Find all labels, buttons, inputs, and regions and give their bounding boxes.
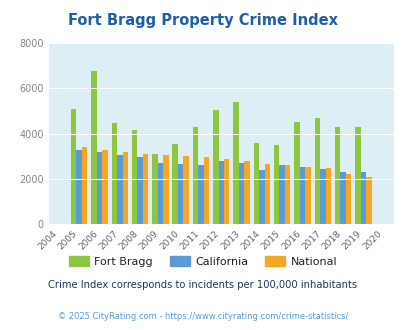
Bar	[345, 175, 350, 224]
Bar	[273, 145, 279, 224]
Bar	[253, 143, 258, 224]
Bar	[122, 152, 128, 224]
Bar	[111, 123, 117, 224]
Bar	[213, 110, 218, 224]
Bar	[224, 159, 229, 224]
Bar	[198, 165, 203, 224]
Bar	[233, 102, 238, 224]
Bar	[279, 165, 284, 224]
Bar	[172, 144, 177, 224]
Bar	[102, 149, 107, 224]
Bar	[132, 130, 137, 224]
Bar	[96, 152, 102, 224]
Bar	[183, 156, 188, 224]
Bar	[325, 168, 330, 224]
Bar	[305, 167, 310, 224]
Bar	[319, 169, 325, 224]
Text: © 2025 CityRating.com - https://www.cityrating.com/crime-statistics/: © 2025 CityRating.com - https://www.city…	[58, 312, 347, 321]
Bar	[71, 109, 76, 224]
Bar	[334, 127, 339, 224]
Bar	[218, 161, 224, 224]
Bar	[258, 170, 264, 224]
Bar	[365, 177, 371, 224]
Bar	[82, 147, 87, 224]
Legend: Fort Bragg, California, National: Fort Bragg, California, National	[64, 251, 341, 271]
Bar	[299, 167, 305, 224]
Bar	[117, 155, 122, 224]
Bar	[264, 164, 269, 224]
Text: Fort Bragg Property Crime Index: Fort Bragg Property Crime Index	[68, 13, 337, 28]
Bar	[157, 163, 163, 224]
Bar	[152, 154, 157, 224]
Bar	[284, 165, 290, 224]
Bar	[163, 155, 168, 224]
Bar	[192, 127, 198, 224]
Bar	[76, 150, 82, 224]
Bar	[91, 71, 96, 224]
Bar	[294, 122, 299, 224]
Bar	[339, 172, 345, 224]
Bar	[177, 164, 183, 224]
Bar	[244, 161, 249, 224]
Text: Crime Index corresponds to incidents per 100,000 inhabitants: Crime Index corresponds to incidents per…	[48, 280, 357, 290]
Bar	[354, 127, 360, 224]
Bar	[137, 157, 143, 224]
Bar	[314, 118, 319, 224]
Bar	[238, 163, 244, 224]
Bar	[360, 172, 365, 224]
Bar	[203, 157, 209, 224]
Bar	[143, 154, 148, 224]
